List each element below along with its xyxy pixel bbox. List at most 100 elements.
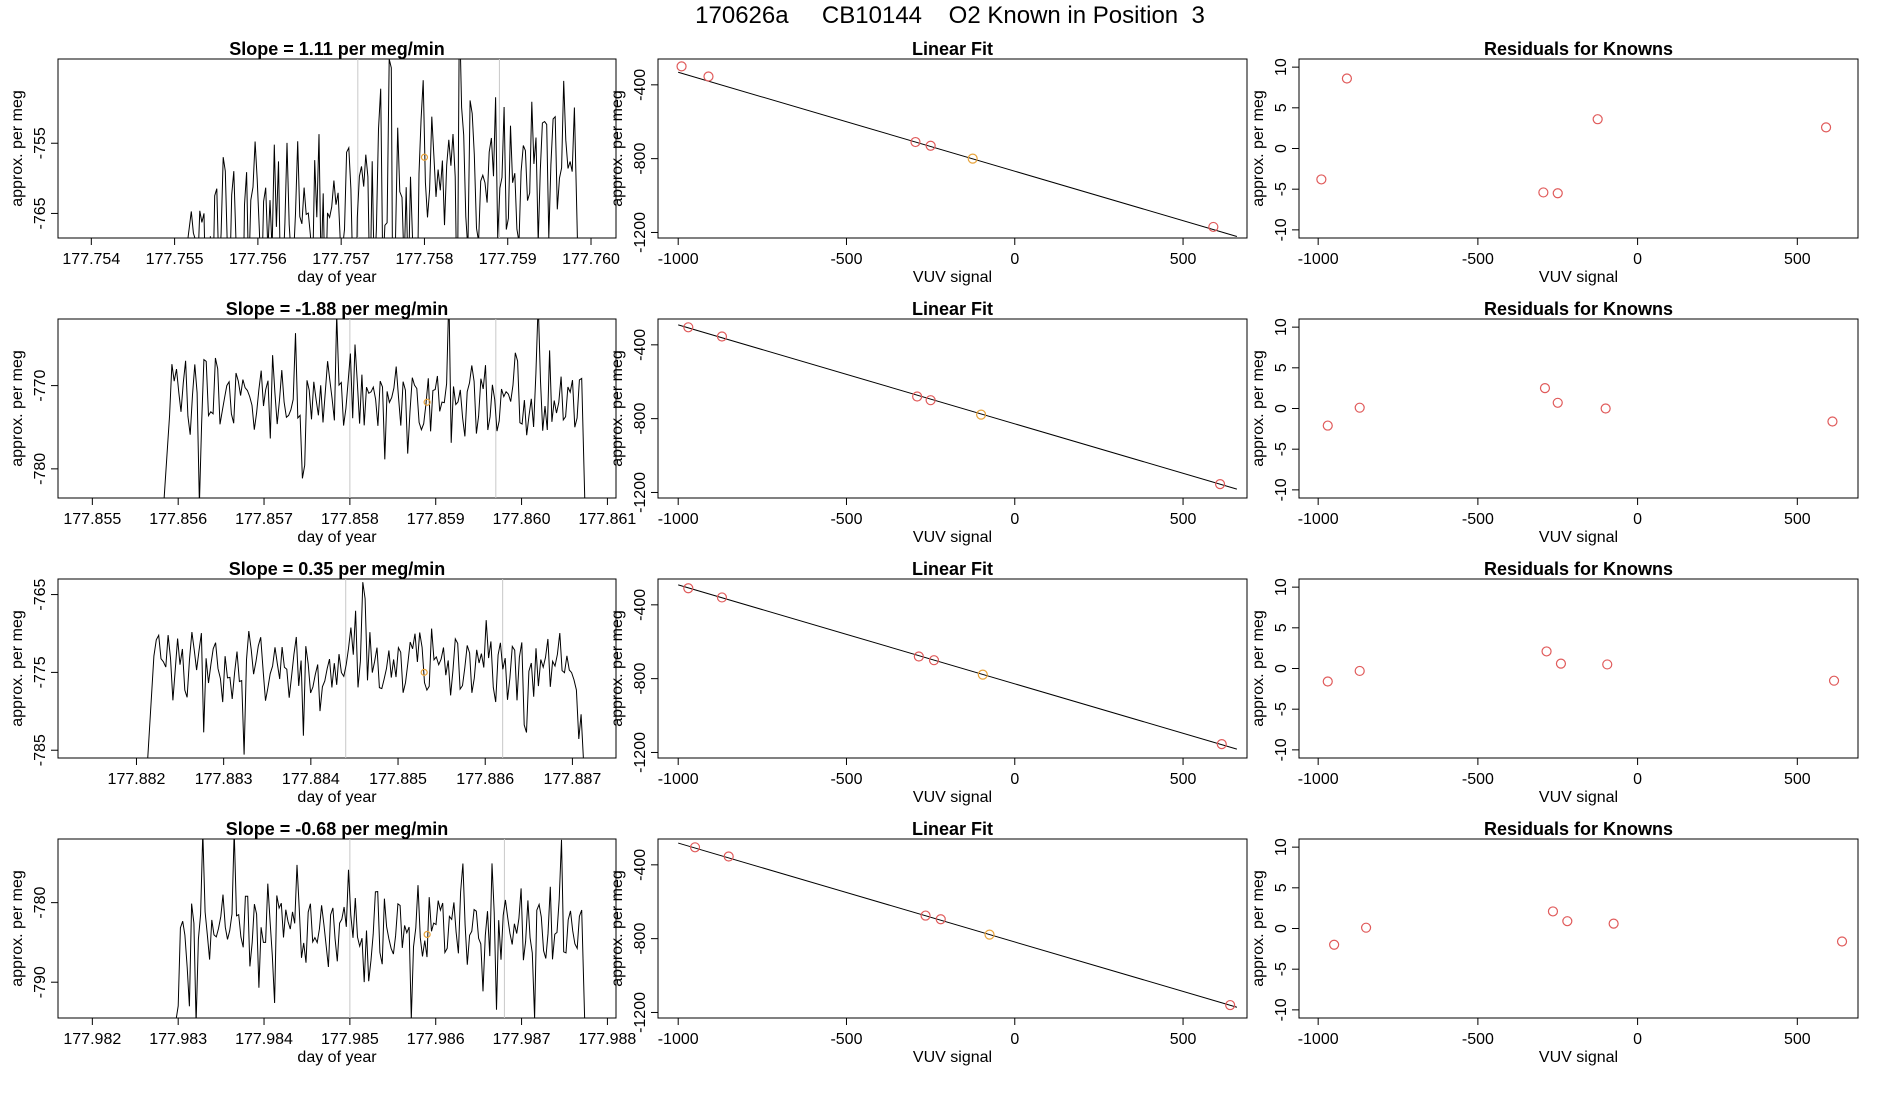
x-tick-label: 500: [1784, 511, 1811, 528]
x-tick-label: 500: [1170, 251, 1197, 268]
panel-title: Residuals for Knowns: [1484, 299, 1673, 319]
x-tick-label: 177.983: [149, 1031, 207, 1048]
data-point: [1322, 676, 1333, 687]
plot-frame: [57, 58, 617, 239]
y-tick-label: -770: [32, 369, 49, 401]
plot-area: [1329, 906, 1848, 950]
plot-frame: [1298, 838, 1859, 1019]
y-tick-label: -1200: [632, 472, 649, 513]
data-point: [920, 910, 931, 921]
data-point: [912, 391, 923, 402]
x-tick-label: 177.982: [63, 1031, 121, 1048]
panel-title: Slope = -0.68 per meg/min: [226, 819, 449, 839]
panel-8: Linear Fit -1000 -500 0 500 -1200 -800 -400 VUV …: [609, 559, 1248, 806]
data-point: [703, 71, 714, 82]
x-tick-label: -500: [1462, 251, 1494, 268]
y-tick-label: -800: [632, 923, 649, 955]
y-tick-label: -400: [632, 849, 649, 881]
y-tick-label: -765: [32, 578, 49, 610]
x-tick-label: -1000: [658, 771, 699, 788]
data-point: [676, 61, 687, 72]
data-point: [1541, 646, 1552, 657]
y-tick-label: 0: [1273, 404, 1290, 413]
y-tick-label: 5: [1273, 363, 1290, 372]
x-tick-label: 500: [1784, 1031, 1811, 1048]
y-tick-label: 0: [1273, 924, 1290, 933]
y-tick-label: -10: [1273, 478, 1290, 501]
x-axis-label: day of year: [297, 1049, 377, 1066]
fit-line: [678, 842, 1238, 1008]
y-tick-label: -400: [632, 69, 649, 101]
y-tick-label: -5: [1273, 182, 1290, 196]
y-tick-label: -400: [632, 589, 649, 621]
x-tick-label: 177.858: [321, 511, 379, 528]
y-axis-label: approx. per meg: [9, 610, 26, 727]
x-tick-label: 0: [1010, 771, 1019, 788]
page-title: 170626a CB10144 O2 Known in Position 3: [695, 2, 1205, 29]
fit-line: [678, 324, 1238, 490]
y-tick-label: -1200: [632, 992, 649, 1033]
x-axis-label: VUV signal: [913, 269, 992, 286]
x-tick-label: 177.758: [396, 251, 454, 268]
x-tick-label: 177.887: [543, 771, 601, 788]
panel-5: Linear Fit -1000 -500 0 500 -1200 -800 -400 VUV …: [609, 299, 1248, 546]
data-point: [1322, 420, 1333, 431]
data-point: [683, 583, 694, 594]
data-point: [689, 842, 701, 853]
plot-area: [678, 842, 1238, 1011]
data-point: [1828, 675, 1840, 686]
data-point: [1354, 665, 1365, 677]
data-point: [1600, 403, 1611, 414]
y-axis-label: approx. per meg: [9, 90, 26, 207]
panel-title: Linear Fit: [912, 299, 993, 319]
y-tick-label: 5: [1273, 623, 1290, 632]
data-point: [1225, 999, 1236, 1011]
x-tick-label: 177.882: [108, 771, 166, 788]
panel-9: Residuals for Knowns -1000 -500 0 500 -10 -5 0 5…: [1250, 559, 1859, 806]
data-point: [1354, 402, 1365, 413]
x-tick-label: 500: [1170, 1031, 1197, 1048]
y-tick-label: -800: [632, 403, 649, 435]
data-point: [1592, 114, 1603, 125]
x-tick-label: 177.988: [578, 1031, 636, 1048]
data-series-line: [163, 319, 586, 498]
x-tick-label: 0: [1010, 1031, 1019, 1048]
x-tick-label: 177.883: [195, 771, 253, 788]
panel-title: Residuals for Knowns: [1484, 39, 1673, 59]
x-tick-label: 177.859: [407, 511, 465, 528]
data-point: [913, 651, 924, 662]
x-tick-label: -500: [830, 1031, 862, 1048]
data-point: [1216, 739, 1227, 750]
data-point: [716, 331, 728, 342]
y-tick-label: -5: [1273, 442, 1290, 456]
plot-frame: [1298, 578, 1859, 759]
y-tick-label: -10: [1273, 738, 1290, 761]
x-tick-label: 177.755: [146, 251, 204, 268]
panel-3: Residuals for Knowns -1000 -500 0 500 -10 -5 0 5…: [1250, 39, 1859, 286]
x-tick-label: 500: [1784, 251, 1811, 268]
data-point: [928, 655, 940, 666]
data-point: [1341, 73, 1353, 84]
y-tick-label: -400: [632, 329, 649, 361]
plot-area: [163, 319, 586, 498]
data-point: [1552, 188, 1563, 199]
x-tick-label: -500: [1462, 511, 1494, 528]
y-tick-label: -10: [1273, 998, 1290, 1021]
data-point: [910, 136, 921, 148]
plot-area: [676, 61, 1238, 237]
y-axis-label: approx. per meg: [1250, 610, 1267, 727]
known-sample-marker: [423, 398, 431, 406]
data-point: [925, 140, 936, 151]
known-data-point: [977, 669, 988, 680]
y-tick-label: -785: [32, 734, 49, 766]
known-sample-marker: [420, 153, 429, 161]
data-point: [1602, 659, 1613, 670]
y-tick-label: 0: [1273, 664, 1290, 673]
x-tick-label: 177.856: [149, 511, 207, 528]
data-series-line: [187, 59, 578, 238]
data-point: [1214, 479, 1226, 490]
x-tick-label: 177.885: [369, 771, 427, 788]
panel-title: Linear Fit: [912, 39, 993, 59]
x-tick-label: 177.884: [282, 771, 340, 788]
